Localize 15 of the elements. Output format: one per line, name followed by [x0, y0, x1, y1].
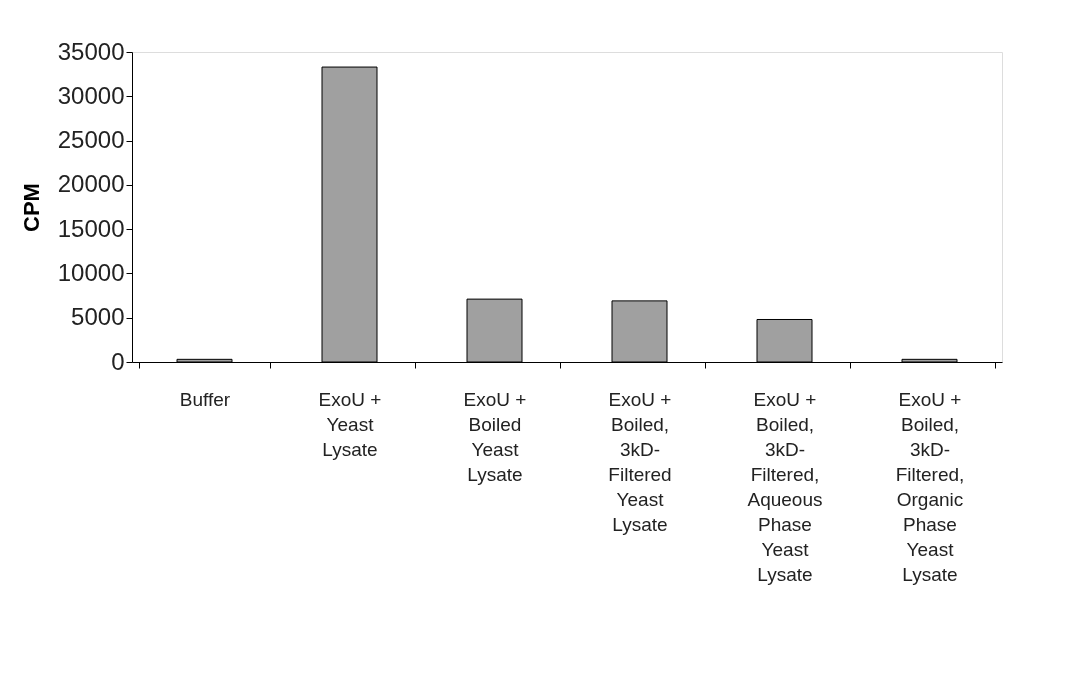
x-tick-label: ExoU + Yeast Lysate	[318, 388, 382, 460]
y-axis-title: CPM	[18, 183, 44, 232]
y-tick-label: 15000	[57, 214, 125, 242]
y-tick-label: 35000	[57, 37, 125, 65]
x-tick-label: ExoU + Boiled, 3kD-Filtered Yeast Lysate	[608, 388, 672, 535]
y-tick-label: 30000	[57, 81, 125, 109]
y-tick-label: 5000	[71, 303, 125, 331]
x-tick-label: ExoU + Boiled Yeast Lysate	[463, 388, 527, 485]
y-tick-label: 10000	[57, 258, 125, 286]
x-tick-label: ExoU + Boiled, 3kD-Filtered, Aqueous Phase Yeast Lysate	[747, 388, 823, 585]
x-tick-label: ExoU + Boiled, 3kD-Filtered, Organic Phase Yeast Lysate	[895, 388, 965, 585]
x-tick-label: Buffer	[179, 388, 231, 410]
y-tick-label: 25000	[57, 126, 125, 154]
y-tick-label: 20000	[57, 170, 125, 198]
y-tick-label: 0	[111, 347, 125, 375]
